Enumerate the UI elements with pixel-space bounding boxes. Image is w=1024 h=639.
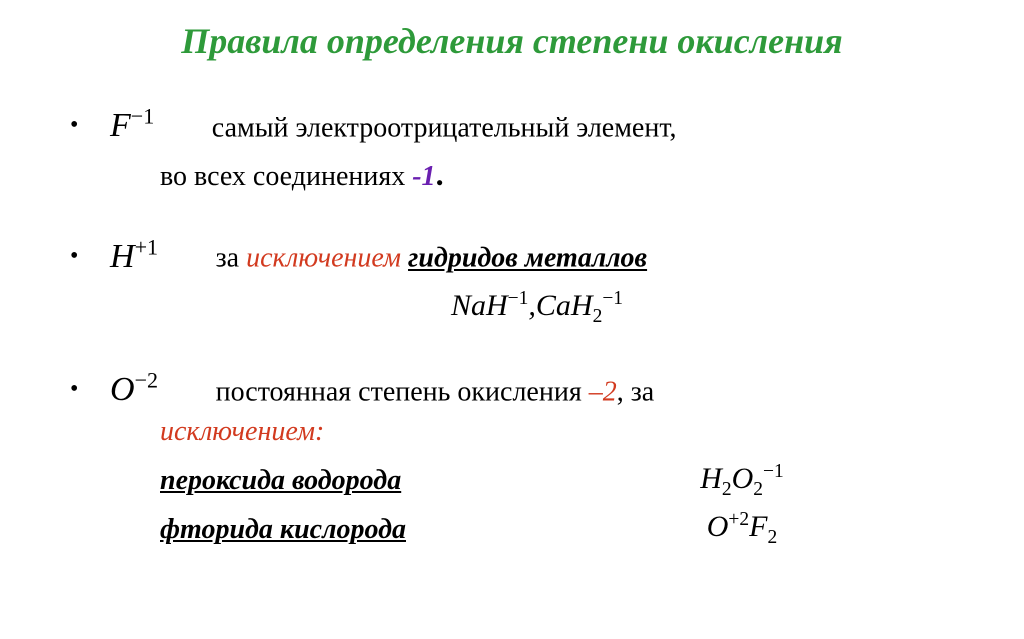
formula-cah2: CaH2−1 xyxy=(536,289,623,322)
text-hydrides: гидридов металлов xyxy=(408,243,647,274)
exception-block: исключением: пероксида водорода H2O2−1 xyxy=(110,413,964,551)
symbol-sup: −2 xyxy=(135,368,159,393)
post: , за xyxy=(617,376,655,407)
cont-post: . xyxy=(436,156,444,192)
pre: постоянная степень окисления xyxy=(216,376,589,407)
bullet-item-fluorine: F−1 самый электроотрицательный элемент, … xyxy=(60,102,964,196)
text-space xyxy=(401,243,408,274)
bullet-item-hydrogen: H+1 за исключением гидридов металлов NaH… xyxy=(60,232,964,330)
symbol-sup: +1 xyxy=(135,234,159,259)
exception-formula: O+2F2 xyxy=(520,507,964,551)
exception-row-fluoride: фторида кислорода O+2F2 xyxy=(160,507,964,551)
text-main: самый электроотрицательный элемент, xyxy=(212,112,677,143)
symbol-sup: −1 xyxy=(131,104,155,129)
symbol-o: O−2 xyxy=(110,371,167,408)
symbol-base: F xyxy=(110,107,131,144)
bullet-list: F−1 самый электроотрицательный элемент, … xyxy=(60,102,964,552)
slide: Правила определения степени окисления F−… xyxy=(0,0,1024,639)
exception-label: пероксида водорода xyxy=(160,462,520,500)
symbol-base: H xyxy=(110,238,135,275)
exception-list: пероксида водорода H2O2−1 фторида кислор… xyxy=(160,459,964,552)
slide-title: Правила определения степени окисления xyxy=(60,20,964,62)
text-pre: за xyxy=(216,243,247,274)
formula-hydrides: NaH−1,CaH2−1 xyxy=(110,286,964,330)
minus2: –2 xyxy=(589,376,617,407)
symbol-h: H+1 xyxy=(110,238,167,275)
sep: , xyxy=(528,289,536,322)
exception-row-peroxide: пероксида водорода H2O2−1 xyxy=(160,459,964,503)
exception-label: фторида кислорода xyxy=(160,511,520,549)
bullet-item-oxygen: O−2 постоянная степень окисления –2, за … xyxy=(60,366,964,552)
text-continuation: во всех соединениях -1. xyxy=(110,153,964,196)
text-main: постоянная степень окисления –2, за xyxy=(216,376,655,407)
symbol-base: O xyxy=(110,371,135,408)
highlight-minus1: -1 xyxy=(412,161,435,192)
symbol-f: F−1 xyxy=(110,107,163,144)
cont-pre: во всех соединениях xyxy=(160,161,412,192)
exception-word: исключением: xyxy=(160,416,324,447)
formula-nah: NaH−1 xyxy=(451,289,528,322)
text-line: за исключением гидридов металлов xyxy=(216,243,648,274)
exception-formula: H2O2−1 xyxy=(520,459,964,503)
text-exception: исключением xyxy=(246,243,401,274)
